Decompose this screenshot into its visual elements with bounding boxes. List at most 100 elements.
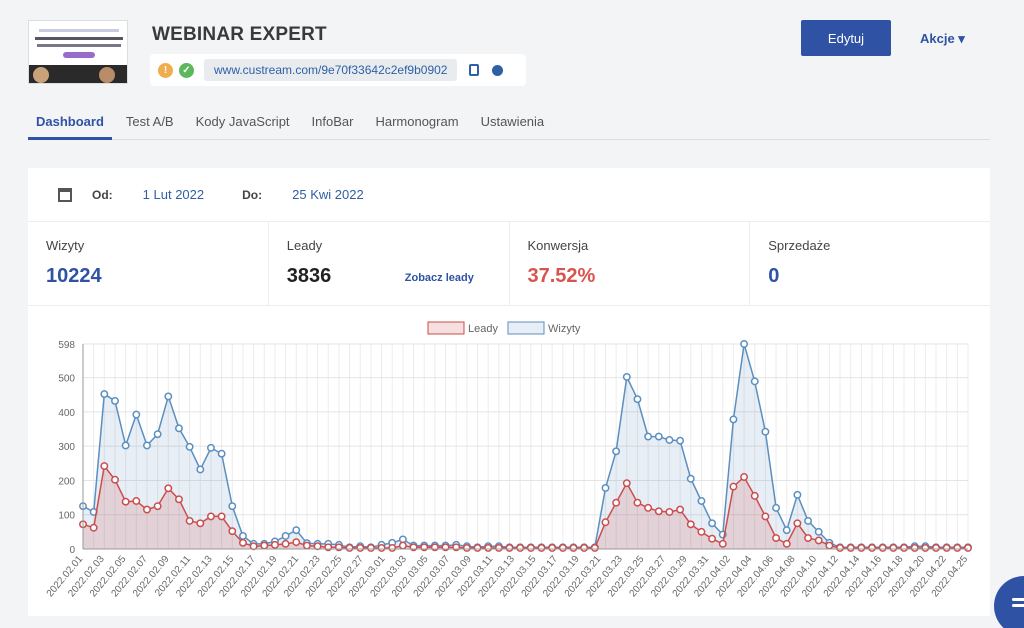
data-point-leady	[718, 539, 727, 548]
legend-label-wizyty: Wizyty	[548, 323, 581, 335]
data-point-leady	[185, 516, 194, 525]
legend-label-leady: Leady	[468, 323, 498, 335]
data-point-leady	[217, 512, 226, 521]
data-point-wizyty	[697, 497, 706, 505]
series-area-wizyty	[83, 344, 968, 549]
tab-dashboard[interactable]: Dashboard	[28, 110, 112, 140]
date-to-value[interactable]: 25 Kwi 2022	[292, 187, 364, 202]
chat-fab-button[interactable]	[994, 576, 1024, 628]
legend-swatch-leady	[427, 321, 465, 335]
data-point-leady	[175, 495, 183, 504]
data-point-leady	[772, 534, 781, 542]
stat-leads-label: Leady	[286, 238, 323, 253]
data-point-leady	[686, 520, 695, 529]
data-point-leady	[761, 512, 770, 521]
y-tick-label: 100	[58, 511, 75, 522]
data-point-leady	[270, 540, 279, 549]
data-point-wizyty	[686, 474, 695, 483]
data-point-leady	[388, 544, 397, 552]
calendar-icon[interactable]	[58, 187, 72, 202]
y-tick-label: 300	[58, 442, 75, 453]
data-point-wizyty	[121, 441, 130, 450]
y-tick-label: 400	[58, 408, 75, 419]
data-point-leady	[793, 519, 802, 528]
data-point-leady	[804, 534, 813, 542]
page-title: WEBINAR EXPERT	[152, 24, 327, 45]
data-point-leady	[921, 544, 930, 552]
data-point-leady	[324, 543, 333, 552]
data-point-leady	[281, 539, 290, 548]
tab-settings[interactable]: Ustawienia	[480, 114, 545, 129]
data-point-wizyty	[708, 519, 717, 528]
data-point-leady	[601, 518, 610, 527]
stat-visits-value: 10224	[46, 265, 102, 287]
webinar-thumbnail[interactable]	[28, 20, 128, 84]
data-point-leady	[313, 542, 322, 551]
data-point-wizyty	[196, 465, 205, 474]
tab-schedule[interactable]: Harmonogram	[375, 114, 459, 129]
data-point-wizyty	[740, 340, 749, 348]
y-tick-label: 500	[58, 374, 75, 385]
data-point-leady	[622, 479, 631, 488]
data-point-leady	[153, 502, 162, 511]
data-point-leady	[825, 541, 834, 550]
y-tick-label: 598	[58, 340, 75, 351]
tab-infobar[interactable]: InfoBar	[311, 114, 354, 129]
webinar-url[interactable]: www.custream.com/9e70f33642c2ef9b0902	[204, 59, 458, 81]
stat-leads: Leady 3836 Zobacz leady	[269, 222, 510, 305]
data-point-wizyty	[601, 484, 610, 492]
data-point-leady	[100, 462, 109, 470]
edit-button[interactable]: Edytuj	[801, 20, 891, 56]
stat-conversion: Konwersja 37.52%	[510, 222, 751, 305]
data-point-leady	[750, 491, 759, 500]
tab-bar: Dashboard Test A/B Kody JavaScript InfoB…	[28, 110, 990, 140]
copy-icon[interactable]	[469, 64, 480, 76]
data-point-leady	[654, 507, 663, 516]
stat-leads-value: 3836	[286, 265, 332, 287]
stat-conversion-value: 37.52%	[527, 265, 596, 287]
data-point-leady	[132, 497, 141, 505]
data-point-leady	[814, 536, 823, 545]
data-point-wizyty	[772, 503, 781, 512]
y-tick-label: 0	[69, 545, 75, 556]
data-point-leady	[494, 544, 503, 552]
data-point-leady	[889, 544, 898, 552]
data-point-leady	[697, 527, 706, 536]
data-point-leady	[612, 498, 621, 507]
data-point-leady	[548, 544, 557, 552]
data-point-leady	[644, 503, 653, 512]
data-point-wizyty	[111, 396, 119, 405]
date-range: Od: 1 Lut 2022 Do: 25 Kwi 2022	[28, 168, 990, 222]
date-from-value[interactable]: 1 Lut 2022	[142, 187, 205, 202]
data-point-wizyty	[676, 436, 685, 445]
data-point-wizyty	[175, 424, 183, 433]
warning-icon[interactable]: !	[158, 62, 173, 78]
visits-leads-chart: 01002003004005005982022.02.012022.02.032…	[45, 321, 972, 599]
data-point-leady	[334, 543, 343, 552]
data-point-leady	[398, 541, 407, 550]
data-point-wizyty	[729, 415, 738, 424]
see-leads-link[interactable]: Zobacz leady	[404, 272, 474, 284]
data-point-leady	[249, 542, 258, 551]
data-point-wizyty	[612, 447, 621, 456]
data-point-leady	[89, 523, 98, 532]
data-point-leady	[143, 505, 151, 514]
globe-icon[interactable]	[492, 64, 504, 76]
data-point-leady	[441, 543, 450, 552]
data-point-leady	[836, 544, 844, 552]
data-point-leady	[633, 498, 642, 507]
data-point-wizyty	[100, 390, 109, 399]
data-point-leady	[953, 544, 962, 552]
tab-javascript-codes[interactable]: Kody JavaScript	[195, 114, 290, 129]
data-point-leady	[228, 527, 237, 536]
data-point-wizyty	[814, 527, 823, 536]
data-point-wizyty	[292, 526, 301, 535]
data-point-wizyty	[207, 443, 215, 452]
tab-ab-test[interactable]: Test A/B	[125, 114, 174, 129]
data-point-leady	[484, 544, 493, 552]
date-to-label: Do:	[242, 187, 263, 202]
y-tick-label: 200	[58, 476, 75, 487]
actions-dropdown[interactable]: Akcje ▾	[920, 31, 965, 46]
data-point-leady	[164, 484, 173, 493]
data-point-leady	[420, 543, 429, 552]
